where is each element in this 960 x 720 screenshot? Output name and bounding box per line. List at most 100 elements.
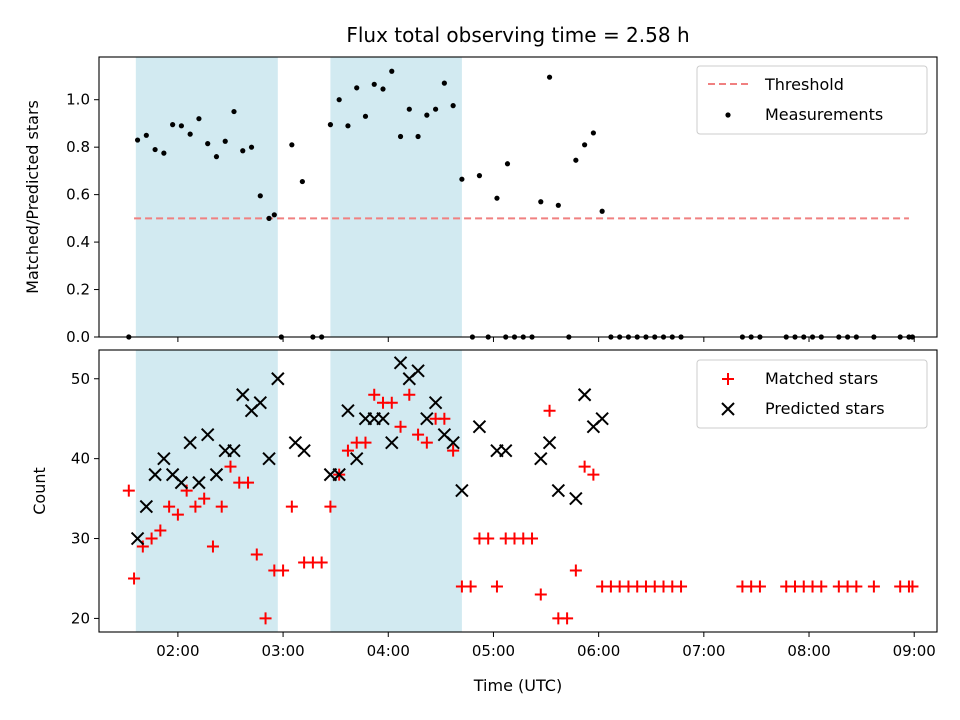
top-y-axis-label: Matched/Predicted stars: [23, 100, 42, 294]
predicted-star-point: [139, 499, 154, 514]
predicted-star-point: [472, 419, 487, 434]
matched-star-point: [259, 612, 272, 625]
predicted-star-point: [551, 483, 566, 498]
matched-star-point: [198, 492, 211, 505]
top-axes-frame: [98, 56, 938, 338]
matched-star-point: [403, 388, 416, 401]
matched-star-point: [394, 420, 407, 433]
predicted-star-point: [174, 475, 189, 490]
matched-star-point: [753, 580, 766, 593]
measurement-point: [397, 133, 404, 140]
measurement-point: [441, 80, 447, 86]
measurements-legend-label: Measurements: [765, 105, 883, 124]
matched-star-point: [482, 532, 495, 545]
measurement-point: [134, 137, 141, 143]
matched-star-point: [906, 580, 919, 593]
measurement-point: [143, 132, 149, 138]
predicted-star-point: [236, 388, 250, 402]
top-legend: Threshold Measurements: [696, 65, 928, 135]
matched-star-point: [587, 468, 600, 481]
predicted-star-point: [376, 411, 390, 426]
predicted-star-point: [446, 435, 460, 450]
measurement-point: [354, 85, 360, 91]
measurement-point: [599, 208, 605, 214]
measurement-point: [476, 173, 483, 179]
predicted-star-point: [192, 475, 206, 490]
measurement-point: [178, 123, 184, 129]
matched-star-point: [675, 580, 688, 593]
matched-star-point: [224, 460, 237, 473]
matched-star-point: [368, 388, 381, 401]
matched-star-point: [438, 412, 451, 425]
matched-star-points: [122, 388, 919, 625]
matched-star-point: [242, 476, 255, 489]
matched-star-point: [154, 524, 167, 537]
predicted-legend-swatch: [721, 402, 735, 416]
predicted-star-points: [130, 356, 609, 546]
y-tick-label: 20: [71, 609, 90, 627]
top-x-ticks: [177, 337, 915, 342]
measurement-point: [161, 150, 167, 156]
matched-legend-swatch: [722, 373, 734, 385]
predicted-star-point: [200, 427, 215, 442]
measurement-point: [415, 133, 421, 140]
predicted-star-point: [297, 443, 311, 458]
predicted-star-point: [455, 483, 469, 498]
x-axis-label: Time (UTC): [473, 676, 562, 695]
predicted-star-point: [227, 443, 241, 458]
top-y-ticks: 0.0 0.2 0.4 0.6 0.8 1.0: [66, 91, 99, 346]
matched-star-point: [171, 508, 184, 521]
matched-star-point: [464, 580, 477, 593]
matched-star-point: [490, 580, 503, 593]
matched-star-point: [315, 556, 328, 569]
measurement-point: [362, 113, 369, 119]
predicted-star-point: [157, 451, 171, 466]
bottom-y-axis-label: Count: [30, 467, 49, 515]
measurement-point: [371, 81, 377, 87]
measurement-point: [590, 130, 596, 136]
measurement-point: [424, 112, 430, 118]
predicted-star-point: [577, 388, 592, 402]
matched-star-point: [359, 436, 372, 449]
bottom-shaded-intervals: [135, 350, 462, 632]
x-tick-label: 07:00: [682, 642, 725, 660]
measurement-point: [257, 193, 263, 199]
chart-title: Flux total observing time = 2.58 h: [346, 23, 689, 47]
measurement-point: [222, 138, 228, 144]
predicted-star-point: [148, 467, 162, 482]
y-tick-label: 30: [71, 530, 90, 548]
y-tick-label: 0.2: [66, 281, 90, 299]
matched-star-point: [815, 580, 828, 593]
measurement-point: [205, 141, 211, 147]
bottom-y-ticks: 20 30 40 50: [71, 370, 99, 627]
matched-star-point: [189, 500, 202, 513]
predicted-star-point: [569, 491, 583, 506]
measurement-point: [187, 131, 193, 137]
shaded-interval: [135, 350, 278, 632]
predicted-star-point: [262, 451, 276, 466]
measurements-legend-swatch: [725, 112, 731, 118]
matched-star-point: [206, 540, 219, 553]
y-tick-label: 50: [71, 370, 90, 388]
predicted-star-point: [411, 364, 425, 378]
predicted-star-point: [499, 443, 513, 458]
measurement-point: [582, 142, 588, 148]
measurement-point: [389, 68, 395, 74]
matched-star-point: [341, 444, 354, 457]
predicted-star-point: [253, 396, 267, 410]
matched-star-point: [250, 548, 263, 561]
measurement-point: [289, 142, 295, 148]
predicted-star-point: [542, 435, 557, 450]
y-tick-label: 1.0: [66, 91, 90, 109]
measurement-point: [406, 106, 412, 112]
bottom-legend: Matched stars Predicted stars: [696, 359, 928, 429]
x-tick-label: 05:00: [472, 642, 515, 660]
predicted-star-point: [209, 467, 224, 482]
bottom-x-ticks: 02:00 03:00 04:00 05:00 06:00 07:00 08:00 09:00: [156, 632, 936, 660]
shaded-interval: [135, 57, 278, 337]
matched-star-point: [569, 564, 582, 577]
threshold-legend-label: Threshold: [764, 75, 844, 94]
measurement-point: [299, 178, 305, 185]
x-tick-label: 09:00: [893, 642, 936, 660]
